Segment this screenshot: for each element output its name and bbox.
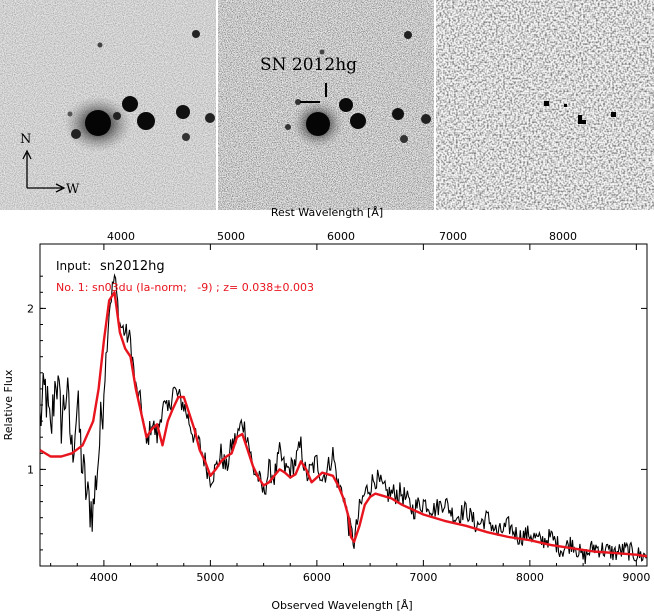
series-observed — [39, 273, 648, 564]
spectrum-chart: Rest Wavelength [Å] 4000 5000 6000 7000 8000… — [2, 206, 650, 612]
series-template — [39, 291, 648, 558]
series-layer — [39, 273, 648, 564]
y-axis-ticks: 12 — [27, 275, 647, 551]
image-panel-reference: N W — [0, 0, 216, 210]
y-axis-label: Relative Flux — [2, 369, 15, 440]
template-match-label: No. 1: sn03du (Ia-norm; -9) ; z= 0.038±0… — [56, 281, 314, 294]
x-tick-label-4: 8000 — [516, 571, 544, 584]
x-axis-ticks: 4000 5000 6000 7000 8000 9000 — [50, 244, 650, 584]
y-tick-label-1: 2 — [27, 302, 34, 315]
top-tick-label-0: 4000 — [107, 230, 135, 243]
x-tick-label-3: 7000 — [409, 571, 437, 584]
top-axis-label: Rest Wavelength [Å] — [271, 206, 383, 219]
top-tick-label-4: 8000 — [549, 230, 577, 243]
compass-north-label: N — [20, 132, 31, 147]
supernova-marker-icon — [300, 83, 327, 103]
top-tick-label-3: 7000 — [439, 230, 467, 243]
image-panel-new: SN 2012hg — [218, 0, 434, 210]
top-tick-label-1: 5000 — [217, 230, 245, 243]
image-panel-subtraction — [436, 0, 654, 210]
x-tick-label-2: 6000 — [303, 571, 331, 584]
x-tick-label-1: 5000 — [196, 571, 224, 584]
x-tick-label-0: 4000 — [90, 571, 118, 584]
compass-icon — [22, 149, 66, 193]
x-axis-label: Observed Wavelength [Å] — [271, 599, 412, 612]
input-value: sn2012hg — [100, 259, 165, 274]
compass-west-label: W — [66, 182, 80, 197]
y-tick-label-0: 1 — [27, 463, 34, 476]
supernova-label: SN 2012hg — [260, 55, 357, 75]
top-tick-label-2: 6000 — [327, 230, 355, 243]
x-tick-label-5: 9000 — [622, 571, 650, 584]
image-panels: N W SN 2012hg — [0, 0, 654, 210]
top-axis-ticks: 4000 5000 6000 7000 8000 — [107, 230, 577, 243]
input-label: Input: — [56, 259, 91, 273]
